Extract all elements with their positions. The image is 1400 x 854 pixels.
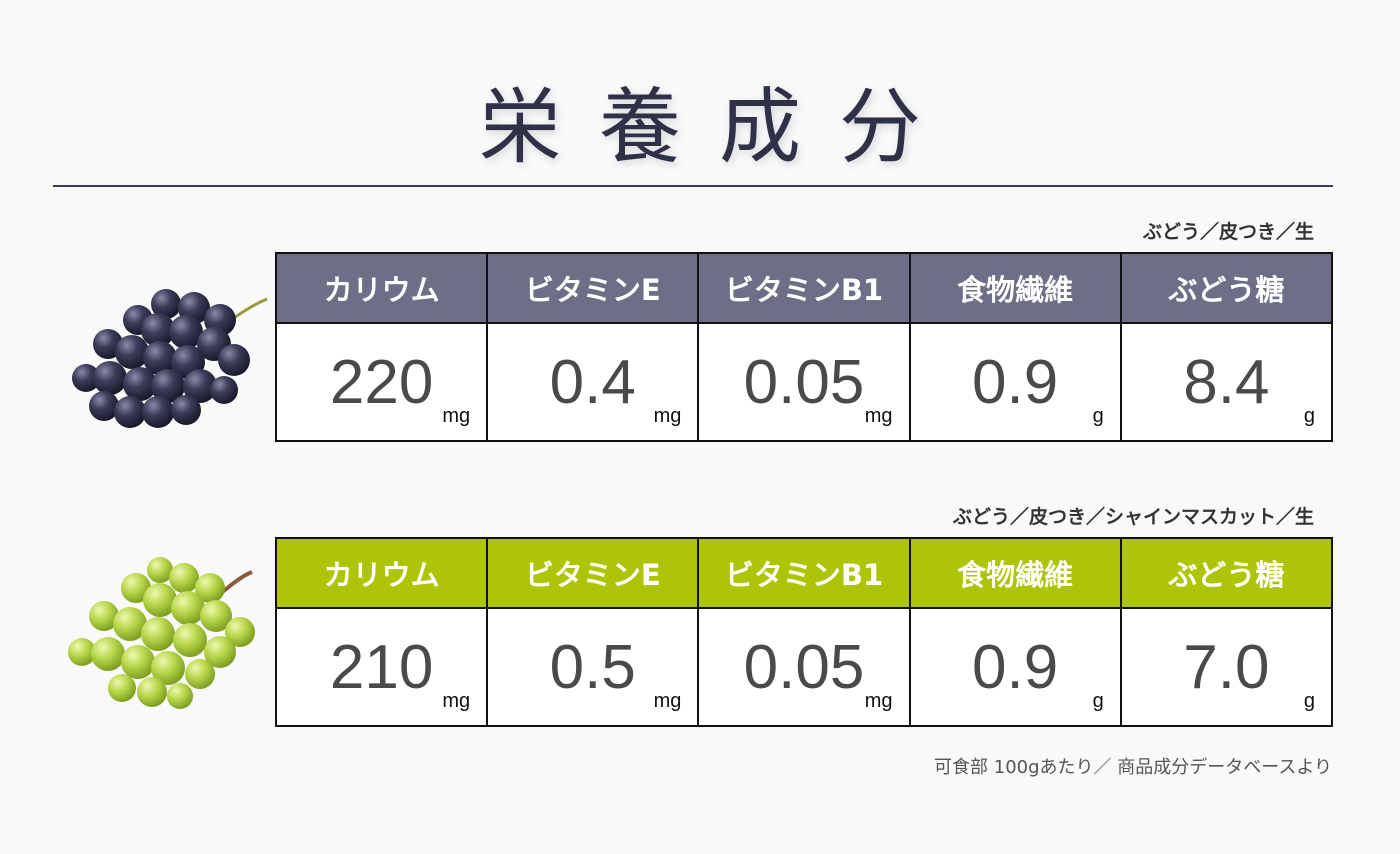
unit: g [1303, 405, 1315, 427]
table-value-row: 210 mg 0.5 mg 0.05 mg 0.9 g 7.0 g [274, 607, 1334, 727]
value: 0.9 [972, 633, 1059, 702]
header-vitamin-b1: ビタミンB1 [697, 537, 911, 609]
header-glucose: ぶどう糖 [1119, 537, 1334, 609]
table-value-row: 220 mg 0.4 mg 0.05 mg 0.9 g 8.4 g [274, 322, 1334, 442]
unit: mg [653, 690, 682, 712]
header-potassium: カリウム [274, 252, 489, 324]
header-dietary-fiber: 食物繊維 [908, 252, 1122, 324]
unit: mg [442, 690, 471, 712]
page-title: 栄養成分 [478, 80, 959, 175]
value: 0.05 [743, 348, 865, 417]
table-header-row: カリウム ビタミンE ビタミンB1 食物繊維 ぶどう糖 [274, 537, 1334, 609]
cell-dietary-fiber: 0.9 g [908, 322, 1122, 442]
header-dietary-fiber: 食物繊維 [908, 537, 1122, 609]
cell-glucose: 8.4 g [1119, 322, 1334, 442]
section-caption: ぶどう／皮つき／生 [1142, 221, 1314, 243]
header-potassium: カリウム [274, 537, 489, 609]
section-caption: ぶどう／皮つき／シャインマスカット／生 [952, 506, 1314, 528]
unit: mg [653, 405, 682, 427]
purple-grape-bunch-icon [72, 289, 268, 428]
header-vitamin-b1: ビタミンB1 [697, 252, 911, 324]
value: 0.9 [972, 348, 1059, 417]
cell-dietary-fiber: 0.9 g [908, 607, 1122, 727]
nutrition-table-green: カリウム ビタミンE ビタミンB1 食物繊維 ぶどう糖 210 mg 0.5 m… [274, 537, 1334, 727]
value: 7.0 [1183, 633, 1270, 702]
cell-potassium: 220 mg [274, 322, 489, 442]
unit: g [1092, 405, 1104, 427]
value: 220 [329, 348, 434, 417]
cell-vitamin-e: 0.5 mg [486, 607, 700, 727]
table-header-row: カリウム ビタミンE ビタミンB1 食物繊維 ぶどう糖 [274, 252, 1334, 324]
cell-vitamin-b1: 0.05 mg [697, 322, 911, 442]
title-divider [53, 185, 1333, 187]
cell-potassium: 210 mg [274, 607, 489, 727]
header-vitamin-e: ビタミンE [486, 252, 700, 324]
unit: g [1303, 690, 1315, 712]
cell-glucose: 7.0 g [1119, 607, 1334, 727]
green-grape-bunch-icon [68, 557, 255, 709]
header-glucose: ぶどう糖 [1119, 252, 1334, 324]
unit: mg [864, 405, 893, 427]
value: 8.4 [1183, 348, 1270, 417]
header-vitamin-e: ビタミンE [486, 537, 700, 609]
value: 0.4 [549, 348, 636, 417]
value: 0.05 [743, 633, 865, 702]
unit: mg [864, 690, 893, 712]
value: 210 [329, 633, 434, 702]
cell-vitamin-e: 0.4 mg [486, 322, 700, 442]
unit: g [1092, 690, 1104, 712]
cell-vitamin-b1: 0.05 mg [697, 607, 911, 727]
value: 0.5 [549, 633, 636, 702]
source-footnote: 可食部 100gあたり／ 商品成分データベースより [934, 757, 1332, 778]
unit: mg [442, 405, 471, 427]
nutrition-table-purple: カリウム ビタミンE ビタミンB1 食物繊維 ぶどう糖 220 mg 0.4 m… [274, 252, 1334, 442]
